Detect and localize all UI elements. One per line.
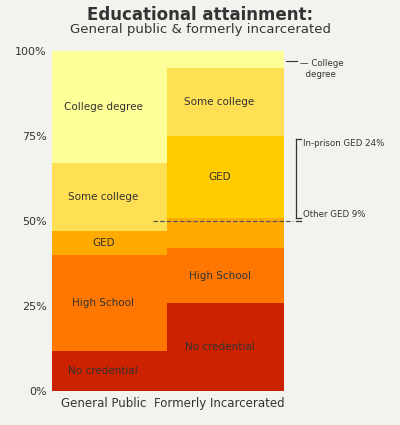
Bar (156, 218, 284, 248)
Bar (39, 351, 167, 391)
Bar (39, 255, 167, 351)
Bar (39, 163, 167, 231)
Text: Other GED 9%: Other GED 9% (303, 210, 365, 219)
Text: High School: High School (188, 271, 250, 281)
Text: General public & formerly incarcerated: General public & formerly incarcerated (70, 23, 330, 37)
Bar (156, 51, 284, 68)
Text: No credential: No credential (185, 342, 254, 352)
Text: No credential: No credential (68, 366, 138, 376)
Text: Some college: Some college (68, 193, 138, 202)
Bar (156, 68, 284, 136)
Text: In-prison GED 24%: In-prison GED 24% (303, 139, 384, 148)
Bar (156, 303, 284, 391)
Text: Some college: Some college (184, 97, 255, 107)
Text: — College
  degree: — College degree (300, 60, 344, 79)
Bar (156, 248, 284, 303)
Text: High School: High School (72, 298, 134, 308)
Text: College degree: College degree (64, 102, 143, 112)
Text: GED: GED (208, 172, 231, 182)
Bar (156, 136, 284, 218)
Text: Educational attainment:: Educational attainment: (87, 6, 313, 24)
Bar (39, 231, 167, 255)
Text: GED: GED (92, 238, 115, 248)
Bar (39, 51, 167, 163)
